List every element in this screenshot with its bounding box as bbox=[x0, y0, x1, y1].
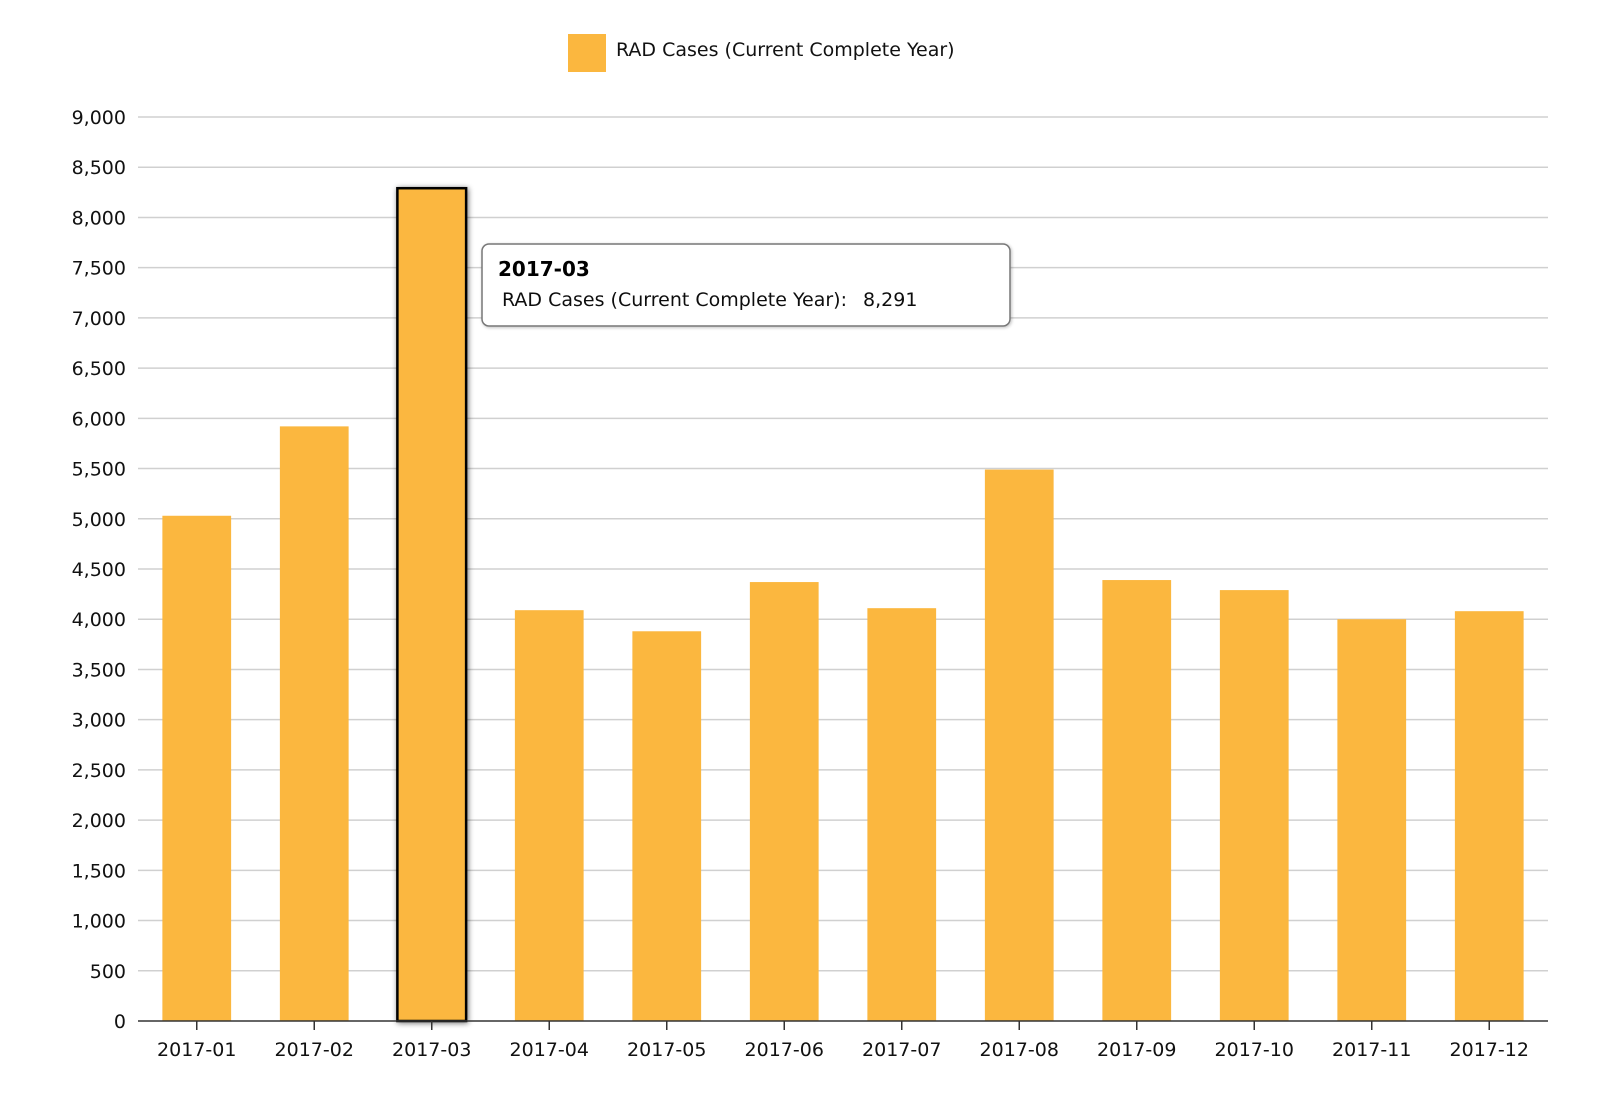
y-tick-label: 6,000 bbox=[72, 408, 126, 430]
y-tick-label: 3,000 bbox=[72, 710, 126, 732]
bar-series[interactable] bbox=[162, 186, 1524, 1023]
tooltip-title: 2017-03 bbox=[498, 257, 590, 281]
legend-swatch[interactable] bbox=[568, 34, 606, 72]
x-tick-label: 2017-01 bbox=[157, 1039, 236, 1061]
y-tick-label: 5,500 bbox=[72, 459, 126, 481]
y-tick-label: 6,500 bbox=[72, 358, 126, 380]
y-tick-label: 3,500 bbox=[72, 659, 126, 681]
x-tick-label: 2017-06 bbox=[745, 1039, 824, 1061]
y-axis: 0 500 1,000 1,500 2,000 2,500 3,000 3,500 4,000 4… bbox=[72, 107, 126, 1033]
x-tick-label: 2017-03 bbox=[392, 1039, 471, 1061]
x-tick-label: 2017-12 bbox=[1450, 1039, 1529, 1061]
bar-2017-03[interactable] bbox=[396, 186, 468, 1023]
y-tick-label: 2,000 bbox=[72, 810, 126, 832]
bar-2017-08[interactable] bbox=[984, 469, 1054, 1021]
chart-legend[interactable]: RAD Cases (Current Complete Year) bbox=[568, 34, 955, 72]
bar-2017-06[interactable] bbox=[749, 582, 819, 1021]
y-tick-label: 4,500 bbox=[72, 559, 126, 581]
bar-2017-10[interactable] bbox=[1219, 590, 1289, 1021]
y-tick-label: 5,000 bbox=[72, 509, 126, 531]
y-tick-label: 4,000 bbox=[72, 609, 126, 631]
legend-label[interactable]: RAD Cases (Current Complete Year) bbox=[616, 39, 955, 61]
x-tick-label: 2017-08 bbox=[980, 1039, 1059, 1061]
bar-2017-07[interactable] bbox=[867, 608, 937, 1021]
tooltip-box bbox=[481, 243, 1011, 327]
y-tick-label: 2,500 bbox=[72, 760, 126, 782]
y-tick-label: 500 bbox=[90, 961, 126, 983]
x-tick-label: 2017-05 bbox=[627, 1039, 706, 1061]
bar-2017-09[interactable] bbox=[1102, 580, 1172, 1021]
x-tick-label: 2017-02 bbox=[275, 1039, 354, 1061]
x-tick-label: 2017-04 bbox=[510, 1039, 589, 1061]
bar-2017-04[interactable] bbox=[514, 610, 584, 1021]
x-axis: 2017-01 2017-02 2017-03 2017-04 2017-05 2017-… bbox=[157, 1021, 1529, 1061]
y-tick-label: 8,500 bbox=[72, 157, 126, 179]
y-tick-label: 0 bbox=[114, 1011, 126, 1033]
y-tick-label: 9,000 bbox=[72, 107, 126, 129]
bar-2017-12[interactable] bbox=[1454, 611, 1524, 1021]
y-tick-label: 8,000 bbox=[72, 207, 126, 229]
bar-2017-02[interactable] bbox=[279, 426, 349, 1021]
tooltip: 2017-03 RAD Cases (Current Complete Year… bbox=[481, 243, 1011, 327]
bar-2017-01[interactable] bbox=[162, 515, 232, 1021]
tooltip-series-label: RAD Cases (Current Complete Year): 8,291 bbox=[502, 289, 917, 311]
y-tick-label: 7,000 bbox=[72, 308, 126, 330]
bar-2017-11[interactable] bbox=[1337, 619, 1407, 1021]
x-tick-label: 2017-07 bbox=[862, 1039, 941, 1061]
y-tick-label: 1,000 bbox=[72, 911, 126, 933]
y-tick-label: 1,500 bbox=[72, 860, 126, 882]
bar-2017-05[interactable] bbox=[632, 631, 702, 1021]
x-tick-label: 2017-11 bbox=[1332, 1039, 1411, 1061]
y-tick-label: 7,500 bbox=[72, 258, 126, 280]
tooltip-series-name: RAD Cases (Current Complete Year): bbox=[502, 289, 847, 311]
x-tick-label: 2017-09 bbox=[1097, 1039, 1176, 1061]
tooltip-value: 8,291 bbox=[863, 289, 917, 311]
x-tick-label: 2017-10 bbox=[1215, 1039, 1294, 1061]
